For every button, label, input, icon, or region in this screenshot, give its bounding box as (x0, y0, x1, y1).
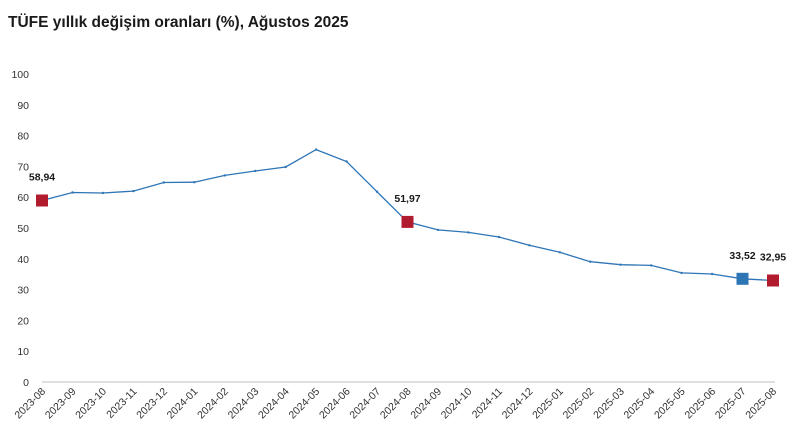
data-point (254, 169, 257, 173)
data-label: 58,94 (29, 172, 55, 184)
data-point (558, 251, 561, 254)
data-point (223, 174, 226, 177)
y-tick-label: 70 (17, 161, 29, 173)
x-tick-label: 2024-04 (256, 386, 292, 422)
data-point (101, 191, 105, 195)
y-axis-ticks: 0 10 20 30 40 50 60 70 80 90 100 (11, 69, 29, 389)
x-tick-label: 2024-11 (470, 386, 505, 421)
x-tick-label: 2024-05 (287, 386, 323, 422)
data-point (528, 244, 531, 247)
x-tick-label: 2024-01 (165, 386, 201, 422)
y-tick-label: 20 (17, 315, 29, 327)
highlight-marker (401, 215, 414, 228)
x-tick-label: 2025-02 (561, 386, 597, 422)
data-point (162, 181, 165, 184)
data-point (193, 181, 196, 184)
x-tick-label: 2023-11 (104, 386, 139, 421)
data-label: 33,52 (729, 250, 755, 262)
chart-title: TÜFE yıllık değişim oranları (%), Ağusto… (8, 14, 349, 31)
y-tick-label: 60 (17, 192, 29, 204)
data-point (619, 263, 622, 266)
x-tick-label: 2025-03 (591, 386, 627, 422)
highlight-markers (36, 148, 779, 287)
data-point (710, 272, 714, 276)
y-tick-label: 30 (17, 285, 29, 297)
x-axis-ticks: 2023-082023-092023-102023-112023-122024-… (12, 386, 779, 422)
data-point (589, 260, 592, 263)
series-line (41, 148, 774, 282)
x-tick-label: 2023-09 (43, 386, 79, 422)
x-tick-label: 2025-04 (622, 386, 658, 422)
data-label: 51,97 (394, 193, 420, 205)
x-tick-label: 2025-05 (652, 386, 688, 422)
data-point (436, 228, 440, 232)
data-labels: 58,94 51,97 33,52 32,95 (29, 172, 786, 264)
data-point (375, 190, 379, 193)
x-tick-label: 2023-12 (134, 386, 170, 422)
y-tick-label: 50 (17, 223, 29, 235)
x-tick-label: 2025-07 (713, 386, 749, 422)
x-tick-label: 2024-09 (408, 386, 444, 422)
x-tick-label: 2025-06 (682, 386, 718, 422)
data-point (284, 165, 287, 169)
data-point (314, 148, 318, 151)
data-point (680, 271, 683, 275)
data-point (132, 189, 135, 193)
x-tick-label: 2024-03 (226, 386, 262, 422)
data-label: 32,95 (760, 252, 786, 264)
data-point (71, 191, 74, 194)
y-tick-label: 10 (17, 346, 29, 358)
x-tick-label: 2024-12 (500, 386, 536, 422)
highlight-marker (36, 194, 48, 207)
x-tick-label: 2025-08 (743, 386, 779, 422)
x-tick-label: 2025-01 (530, 386, 566, 422)
data-point (650, 264, 653, 267)
data-point (497, 235, 501, 239)
highlight-marker (736, 272, 749, 285)
y-tick-label: 100 (11, 69, 29, 81)
x-tick-label: 2024-08 (378, 386, 414, 422)
y-tick-label: 40 (17, 254, 29, 266)
data-point (467, 231, 470, 234)
x-tick-label: 2023-08 (12, 386, 48, 422)
x-tick-label: 2023-10 (73, 386, 109, 422)
x-tick-label: 2024-07 (347, 386, 383, 422)
highlight-marker (767, 274, 779, 287)
y-tick-label: 0 (23, 377, 29, 389)
x-tick-label: 2024-02 (195, 386, 231, 422)
y-tick-label: 80 (17, 131, 29, 143)
y-tick-label: 90 (17, 100, 29, 112)
data-point (345, 160, 348, 163)
x-tick-label: 2024-10 (439, 386, 475, 422)
x-tick-label: 2024-06 (317, 386, 353, 422)
